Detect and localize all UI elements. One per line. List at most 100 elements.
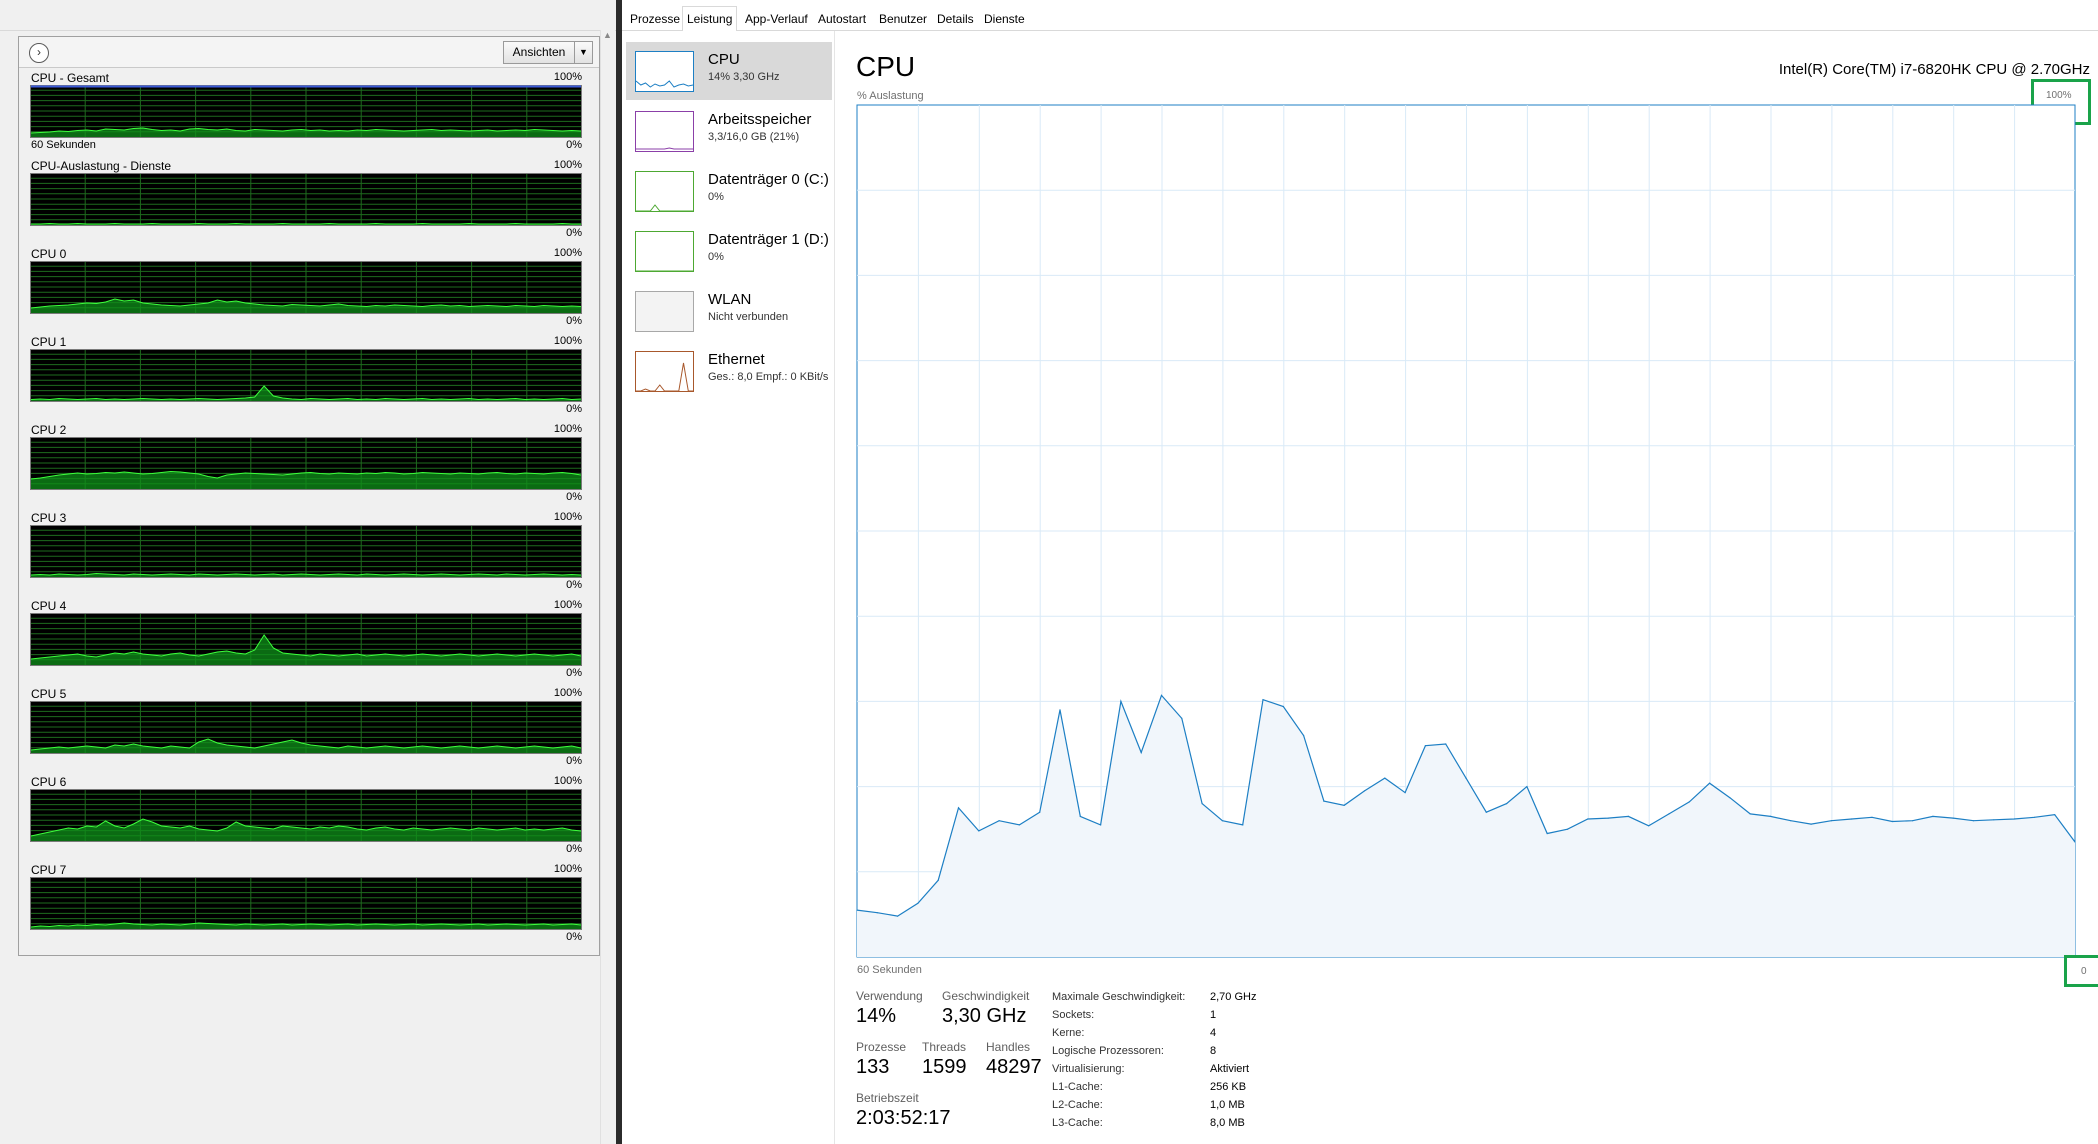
cpu-usage-point [856, 909, 858, 911]
cpu-chart-min-label: 0% [566, 931, 582, 943]
cpu-chart-cpu-5: CPU 5 100% 0% [30, 687, 582, 773]
cpu-usage-point [1404, 792, 1406, 794]
sidebar-item-subtitle: Nicht verbunden [708, 311, 789, 323]
cpu-chart-line [30, 127, 582, 134]
speed-label: Geschwindigkeit [942, 989, 1030, 1003]
spec-value: 256 KB [1210, 1081, 1247, 1093]
cpu-usage-point [1769, 815, 1772, 818]
tab-leistung[interactable]: Leistung [682, 6, 738, 32]
cpu-usage-point [1323, 800, 1325, 802]
sidebar-thumbnail-graph [635, 231, 694, 272]
cpu-usage-point [1790, 820, 1792, 822]
views-dropdown-arrow-icon[interactable]: ▼ [574, 41, 593, 64]
cpu-usage-point [2033, 816, 2035, 818]
cpu-chart-max-label: 100% [553, 335, 582, 347]
cpu-usage-point [1303, 734, 1305, 737]
cpu-chart-min-label: 0% [566, 315, 582, 327]
cpu-usage-point [1181, 717, 1183, 720]
tab-autostart[interactable]: Autostart [818, 12, 867, 26]
cpu-usage-point [1810, 823, 1812, 825]
left-scrollbar[interactable]: ▲ [600, 30, 615, 1144]
spec-key: Logische Prozessoren: [1052, 1045, 1164, 1057]
cpu-usage-point [1424, 745, 1426, 747]
cpu-usage-point [1972, 820, 1975, 822]
spec-value: 1 [1210, 1009, 1217, 1021]
sidebar-item-wlan[interactable]: WLAN Nicht verbunden [626, 282, 832, 340]
tab-details[interactable]: Details [937, 12, 974, 26]
cpu-chart-graph [30, 85, 582, 138]
cpu-chart-label: CPU 3 [31, 511, 67, 525]
cpu-usage-point [1749, 813, 1751, 815]
collapse-chevron-icon[interactable]: › [29, 43, 49, 63]
cpu-usage-point [1221, 820, 1223, 822]
cpu-usage-point [1039, 811, 1041, 813]
cpu-chart-min-label: 0% [566, 491, 582, 503]
resource-monitor-pane: › Ansichten ▼ CPU - Gesamt 100% 0% 60 Sekun… [0, 0, 616, 1144]
cpu-chart-line [30, 922, 582, 928]
cpu-usage-point [1830, 820, 1832, 822]
cpu-usage-point [1993, 819, 1995, 821]
cpu-usage-point [1201, 803, 1203, 805]
cpu-chart-label: CPU - Gesamt [31, 71, 110, 85]
cpu-chart-area [31, 819, 581, 841]
cpu-usage-point [2054, 814, 2056, 816]
cpu-chart-label: CPU 2 [31, 423, 67, 437]
tab-benutzer[interactable]: Benutzer [879, 12, 928, 26]
spec-value: 1,0 MB [1210, 1099, 1245, 1111]
cpu-chart-graph [30, 525, 582, 578]
cpu-chart-line [30, 738, 582, 751]
cpu-chart-max-label: 100% [553, 599, 582, 611]
cpu-chart-label: CPU 7 [31, 863, 67, 877]
cpu-usage-point [978, 830, 980, 832]
cpu-usage-point [876, 912, 878, 914]
handles-label: Handles [986, 1040, 1031, 1054]
cpu-usage-point [1587, 818, 1589, 820]
views-button[interactable]: Ansichten [503, 41, 575, 64]
cpu-chart-line [30, 572, 582, 576]
tab-app-verlauf[interactable]: App-Verlauf [745, 12, 808, 26]
cpu-usage-point [1688, 801, 1690, 803]
sidebar-item-subtitle: 14% 3,30 GHz [708, 71, 780, 83]
cpu-usage-point [1282, 705, 1284, 708]
cpu-chart-time-label: 60 Sekunden [31, 139, 96, 151]
spec-key: Maximale Geschwindigkeit: [1052, 991, 1186, 1003]
sidebar-item-title: Datenträger 1 (D:) [708, 231, 829, 248]
cpu-chart-min-label: 0% [566, 667, 582, 679]
cpu-usage-point [1160, 694, 1163, 697]
cpu-usage-point [1607, 817, 1609, 819]
highlight-box-bottom-right [2064, 955, 2098, 987]
page-title: CPU [856, 51, 916, 82]
sidebar-item-subtitle: 0% [708, 251, 724, 263]
y-axis-min-label: 0 [2081, 966, 2087, 977]
sidebar-item-arbeitsspeicher[interactable]: Arbeitsspeicher 3,3/16,0 GB (21%) [626, 102, 832, 160]
usage-label: Verwendung [856, 989, 923, 1003]
cpu-chart-label: CPU 6 [31, 775, 67, 789]
cpu-usage-point [1445, 743, 1447, 745]
scroll-up-arrow-icon[interactable]: ▲ [603, 30, 612, 40]
cpu-chart-label: CPU 0 [31, 247, 67, 261]
sidebar-item-title: CPU [708, 51, 740, 68]
spec-key: Sockets: [1052, 1009, 1095, 1021]
cpu-usage-point [1668, 813, 1670, 815]
cpu-usage-point [1932, 815, 1934, 818]
sidebar-item-ethernet[interactable]: Ethernet Ges.: 8,0 Empf.: 0 KBit/s [626, 342, 832, 400]
spec-key: Kerne: [1052, 1027, 1085, 1039]
cpu-usage-point [1729, 797, 1731, 799]
sidebar-item-datentr-ger-1-d[interactable]: Datenträger 1 (D:) 0% [626, 222, 832, 280]
cpu-usage-point [1506, 803, 1508, 805]
tab-dienste[interactable]: Dienste [984, 12, 1025, 26]
cpu-usage-area [857, 695, 2075, 957]
spec-value: 8 [1210, 1045, 1217, 1057]
cpu-chart-cpu-7: CPU 7 100% 0% [30, 863, 582, 949]
spec-value: Aktiviert [1210, 1063, 1250, 1075]
threads-value: 1599 [922, 1056, 967, 1078]
sidebar-item-cpu[interactable]: CPU 14% 3,30 GHz [626, 42, 832, 100]
cpu-chart-label: CPU 5 [31, 687, 67, 701]
cpu-chart-cpu-4: CPU 4 100% 0% [30, 599, 582, 685]
cpu-chart-min-label: 0% [566, 755, 582, 767]
cpu-chart-max-label: 100% [553, 863, 582, 875]
tab-prozesse[interactable]: Prozesse [630, 12, 681, 26]
y-axis-label: % Auslastung [857, 90, 924, 102]
sidebar-item-subtitle: 3,3/16,0 GB (21%) [708, 131, 800, 143]
sidebar-item-datentr-ger-0-c[interactable]: Datenträger 0 (C:) 0% [626, 162, 832, 220]
